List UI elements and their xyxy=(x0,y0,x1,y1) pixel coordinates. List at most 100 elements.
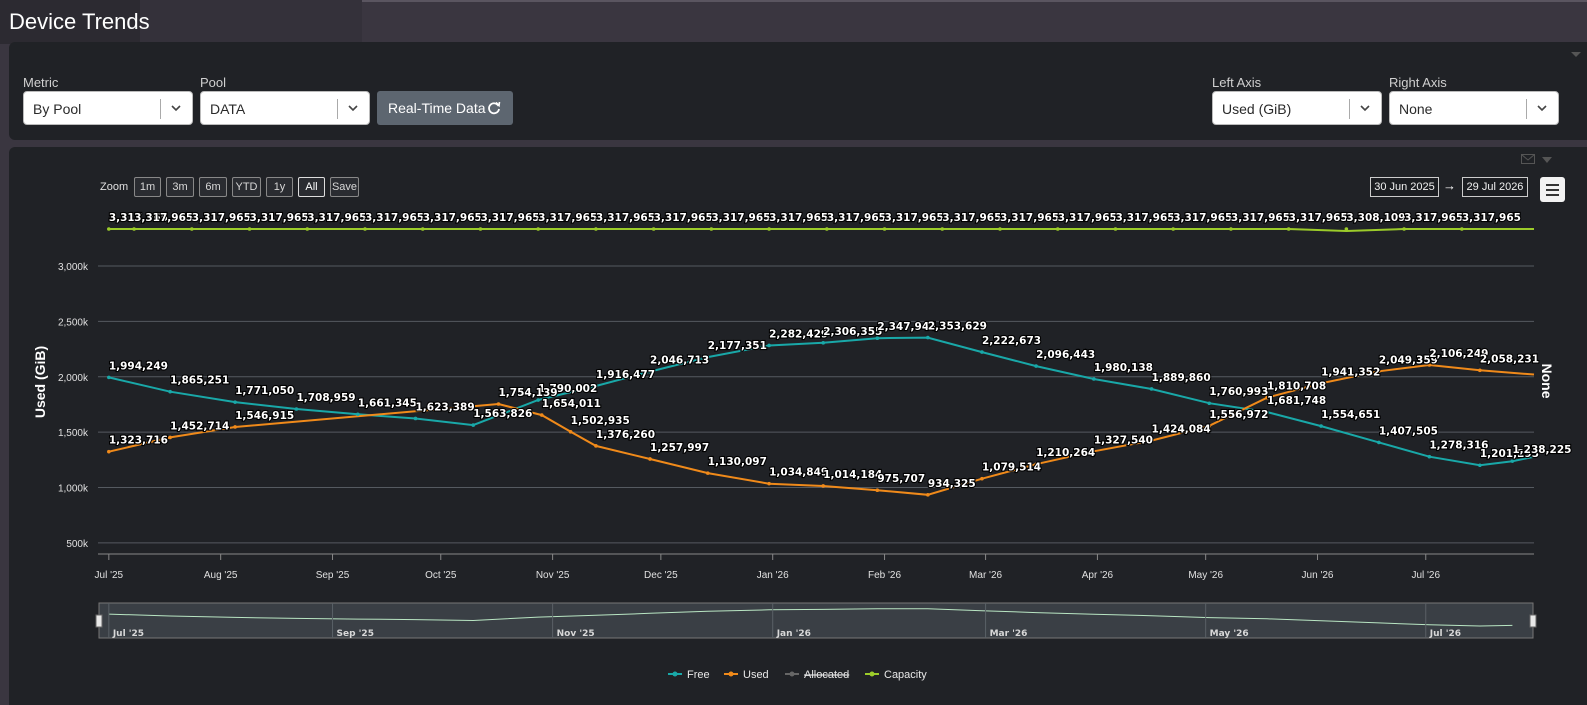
capacity-point xyxy=(1113,227,1118,231)
navigator-handle-left xyxy=(95,614,103,628)
used-data-label: 1,810,708 xyxy=(1267,381,1326,393)
realtime-data-button[interactable]: Real-Time Data xyxy=(377,91,513,125)
legend-marker xyxy=(728,671,734,677)
title-tab-strip xyxy=(140,0,362,44)
collapse-arrow-icon[interactable] xyxy=(1571,52,1581,57)
capacity-point xyxy=(1460,227,1464,231)
capacity-point xyxy=(882,227,887,231)
right-axis-value: None xyxy=(1399,101,1433,117)
page-title: Device Trends xyxy=(9,9,150,34)
used-line xyxy=(108,363,1535,496)
used-point xyxy=(496,402,501,406)
legend-marker xyxy=(789,671,795,677)
navigator-line xyxy=(108,608,1513,627)
capacity-data-label: 3,317,965 xyxy=(192,212,251,224)
pool-select[interactable]: DATA xyxy=(200,91,370,125)
left-axis-select[interactable]: Used (GiB) xyxy=(1212,91,1382,125)
capacity-point xyxy=(1229,227,1233,231)
date-to-input[interactable]: 29 Jul 2026 xyxy=(1462,177,1528,197)
capacity-point xyxy=(536,227,540,231)
capacity-data-label: 3,317,965 xyxy=(1115,212,1174,224)
free-point xyxy=(1034,364,1038,368)
used-data-label: 934,325 xyxy=(928,478,976,490)
zoom-all-button[interactable]: All xyxy=(298,177,325,197)
x-tick-label: Jun '26 xyxy=(1302,570,1334,581)
legend-item-free[interactable]: Free xyxy=(687,669,710,681)
save-button[interactable]: Save xyxy=(330,177,359,197)
caret-down-icon[interactable] xyxy=(1542,157,1552,163)
free-data-label: 2,096,443 xyxy=(1036,349,1095,361)
capacity-data-label: 3,317,965 xyxy=(711,212,770,224)
free-point xyxy=(355,412,360,417)
legend: Free Used Allocated Capacity xyxy=(668,669,927,681)
used-data-label: 1,130,097 xyxy=(708,456,767,468)
used-point xyxy=(1427,363,1432,367)
free-point xyxy=(767,343,771,348)
free-point xyxy=(926,335,930,340)
free-data-label: 1,278,316 xyxy=(1429,440,1488,452)
x-tick-label: Jul '26 xyxy=(1411,570,1440,581)
free-data-label: 2,177,351 xyxy=(708,340,767,352)
capacity-data-label: 3,317,965 xyxy=(654,212,713,224)
free-data-label: 1,994,249 xyxy=(109,360,168,372)
chevron-down-icon xyxy=(1360,105,1370,112)
free-point xyxy=(1377,440,1381,445)
navigator-tick-label: Jan '26 xyxy=(776,629,811,639)
used-data-label: 1,452,714 xyxy=(170,420,229,432)
used-point xyxy=(1149,438,1154,443)
free-point xyxy=(471,423,476,427)
date-arrow: → xyxy=(1443,178,1456,193)
free-point xyxy=(1207,401,1212,406)
free-point xyxy=(233,400,237,404)
capacity-point xyxy=(1286,227,1291,231)
legend-item-capacity[interactable]: Capacity xyxy=(884,669,927,681)
free-data-label: 1,238,225 xyxy=(1512,444,1571,456)
free-point xyxy=(413,416,418,421)
zoom-6m-button[interactable]: 6m xyxy=(199,177,227,197)
capacity-point xyxy=(478,227,483,231)
zoom-1m-button[interactable]: 1m xyxy=(134,177,161,197)
free-data-label: 1,563,826 xyxy=(473,408,532,420)
chevron-down-icon xyxy=(171,105,181,112)
capacity-point xyxy=(825,227,829,231)
capacity-data-label: 3,317,965 xyxy=(1462,212,1521,224)
capacity-data-label: 3,308,109 xyxy=(1346,212,1405,224)
used-data-label: 2,106,249 xyxy=(1429,348,1488,360)
zoom-3m-button[interactable]: 3m xyxy=(166,177,194,197)
capacity-point xyxy=(1171,227,1175,231)
mail-icon[interactable] xyxy=(1521,154,1535,164)
used-point xyxy=(1265,395,1269,400)
used-data-label: 1,546,915 xyxy=(235,410,294,422)
used-data-label: 1,210,264 xyxy=(1036,447,1095,459)
zoom-1y-button[interactable]: 1y xyxy=(266,177,293,197)
used-data-label: 1,754,139 xyxy=(498,387,557,399)
date-from-input[interactable]: 30 Jun 2025 xyxy=(1370,177,1439,197)
label-layer: 3,317,9653,317,9653,317,9653,317,9653,31… xyxy=(108,211,1573,491)
free-data-label: 2,306,355 xyxy=(823,326,882,338)
zoom-ytd-button[interactable]: YTD xyxy=(232,177,261,197)
free-point xyxy=(107,375,111,380)
right-axis-select[interactable]: None xyxy=(1389,91,1559,125)
metric-select[interactable]: By Pool xyxy=(23,91,193,125)
capacity-data-label: 3,317,965 xyxy=(109,212,168,224)
capacity-data-label: 3,317,965 xyxy=(885,212,944,224)
legend-item-used[interactable]: Used xyxy=(743,669,769,681)
capacity-point xyxy=(940,227,945,231)
capacity-data-label: 3,317,965 xyxy=(1173,212,1232,224)
y-tick-label: 500k xyxy=(66,539,89,550)
capacity-data-label: 3,317,965 xyxy=(134,212,193,224)
capacity-point xyxy=(1402,227,1406,231)
metric-label: Metric xyxy=(23,75,59,90)
used-data-label: 1,323,716 xyxy=(109,435,168,447)
legend-item-allocated[interactable]: Allocated xyxy=(804,669,849,681)
chart-menu-button[interactable] xyxy=(1540,177,1565,202)
chevron-down-icon xyxy=(348,105,358,112)
right-axis-label: Right Axis xyxy=(1389,75,1447,90)
capacity-point xyxy=(190,227,194,231)
capacity-point xyxy=(1344,227,1349,231)
right-axis-title: None xyxy=(1539,364,1555,399)
capacity-point xyxy=(709,227,714,231)
used-data-label: 1,941,352 xyxy=(1321,366,1380,378)
x-tick-label: May '26 xyxy=(1188,570,1223,581)
